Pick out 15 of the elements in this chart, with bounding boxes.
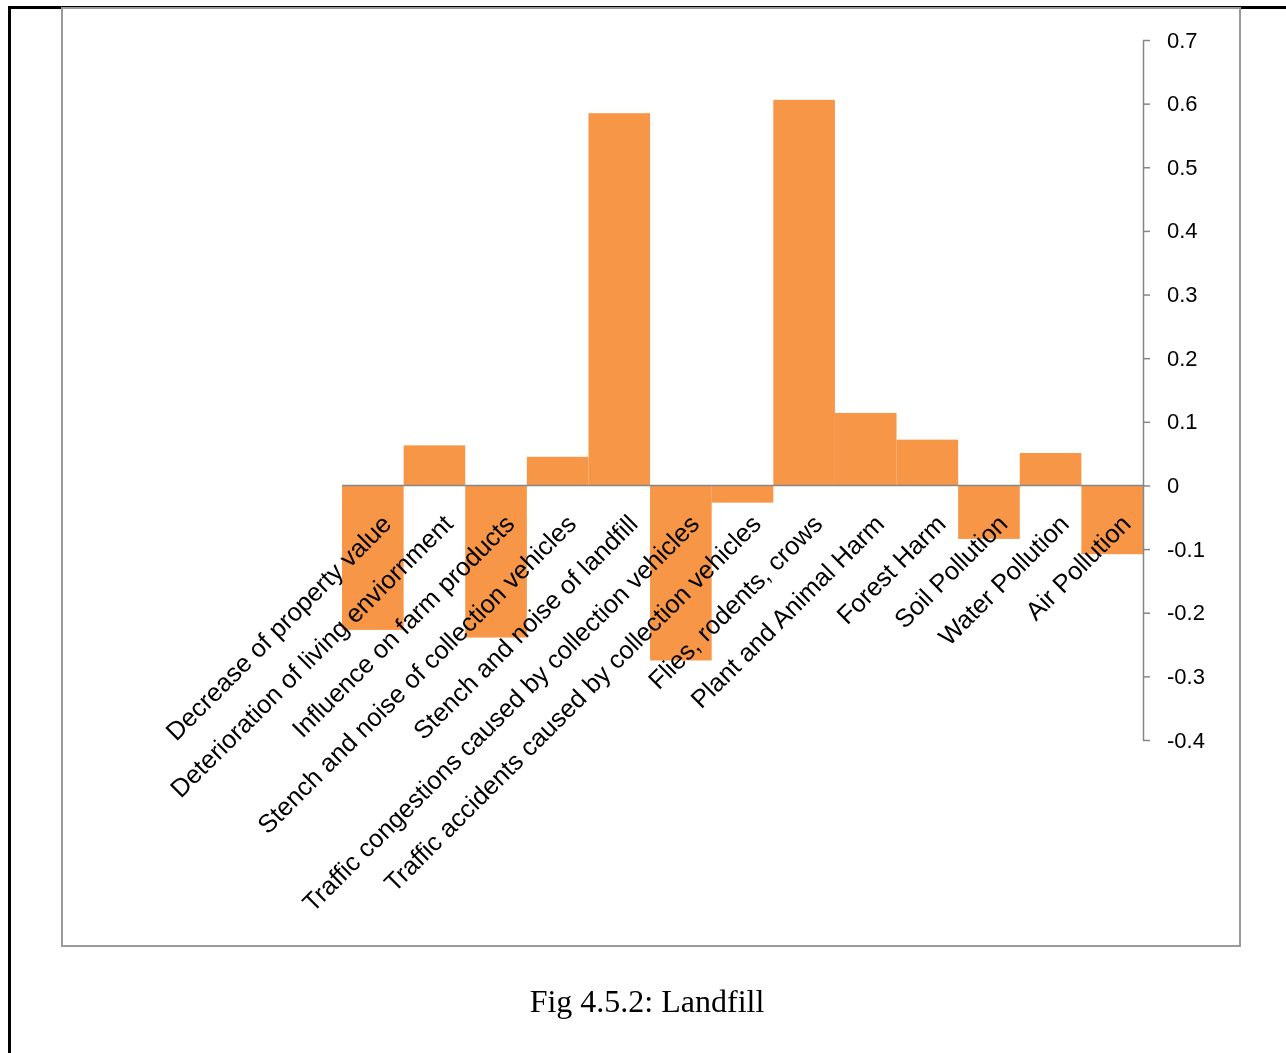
y-tick-label: -0.2 xyxy=(1167,600,1205,626)
y-tick-label: 0.2 xyxy=(1167,345,1198,371)
y-tick-label: 0.1 xyxy=(1167,409,1198,435)
bar xyxy=(403,445,466,486)
y-tick-label: 0.7 xyxy=(1167,27,1198,53)
y-tick-label: 0.3 xyxy=(1167,282,1198,308)
y-tick-label: 0.5 xyxy=(1167,154,1198,180)
y-tick-label: 0 xyxy=(1167,472,1180,498)
y-tick-label: -0.4 xyxy=(1167,727,1205,753)
y-tick-label: -0.1 xyxy=(1167,536,1205,562)
y-tick-label: 0.6 xyxy=(1167,91,1198,117)
bar xyxy=(1019,453,1082,486)
y-tick-label: -0.3 xyxy=(1167,663,1205,689)
y-tick-label: 0.4 xyxy=(1167,218,1198,244)
text: Fig 4.5.2: Landfill xyxy=(529,983,765,1019)
